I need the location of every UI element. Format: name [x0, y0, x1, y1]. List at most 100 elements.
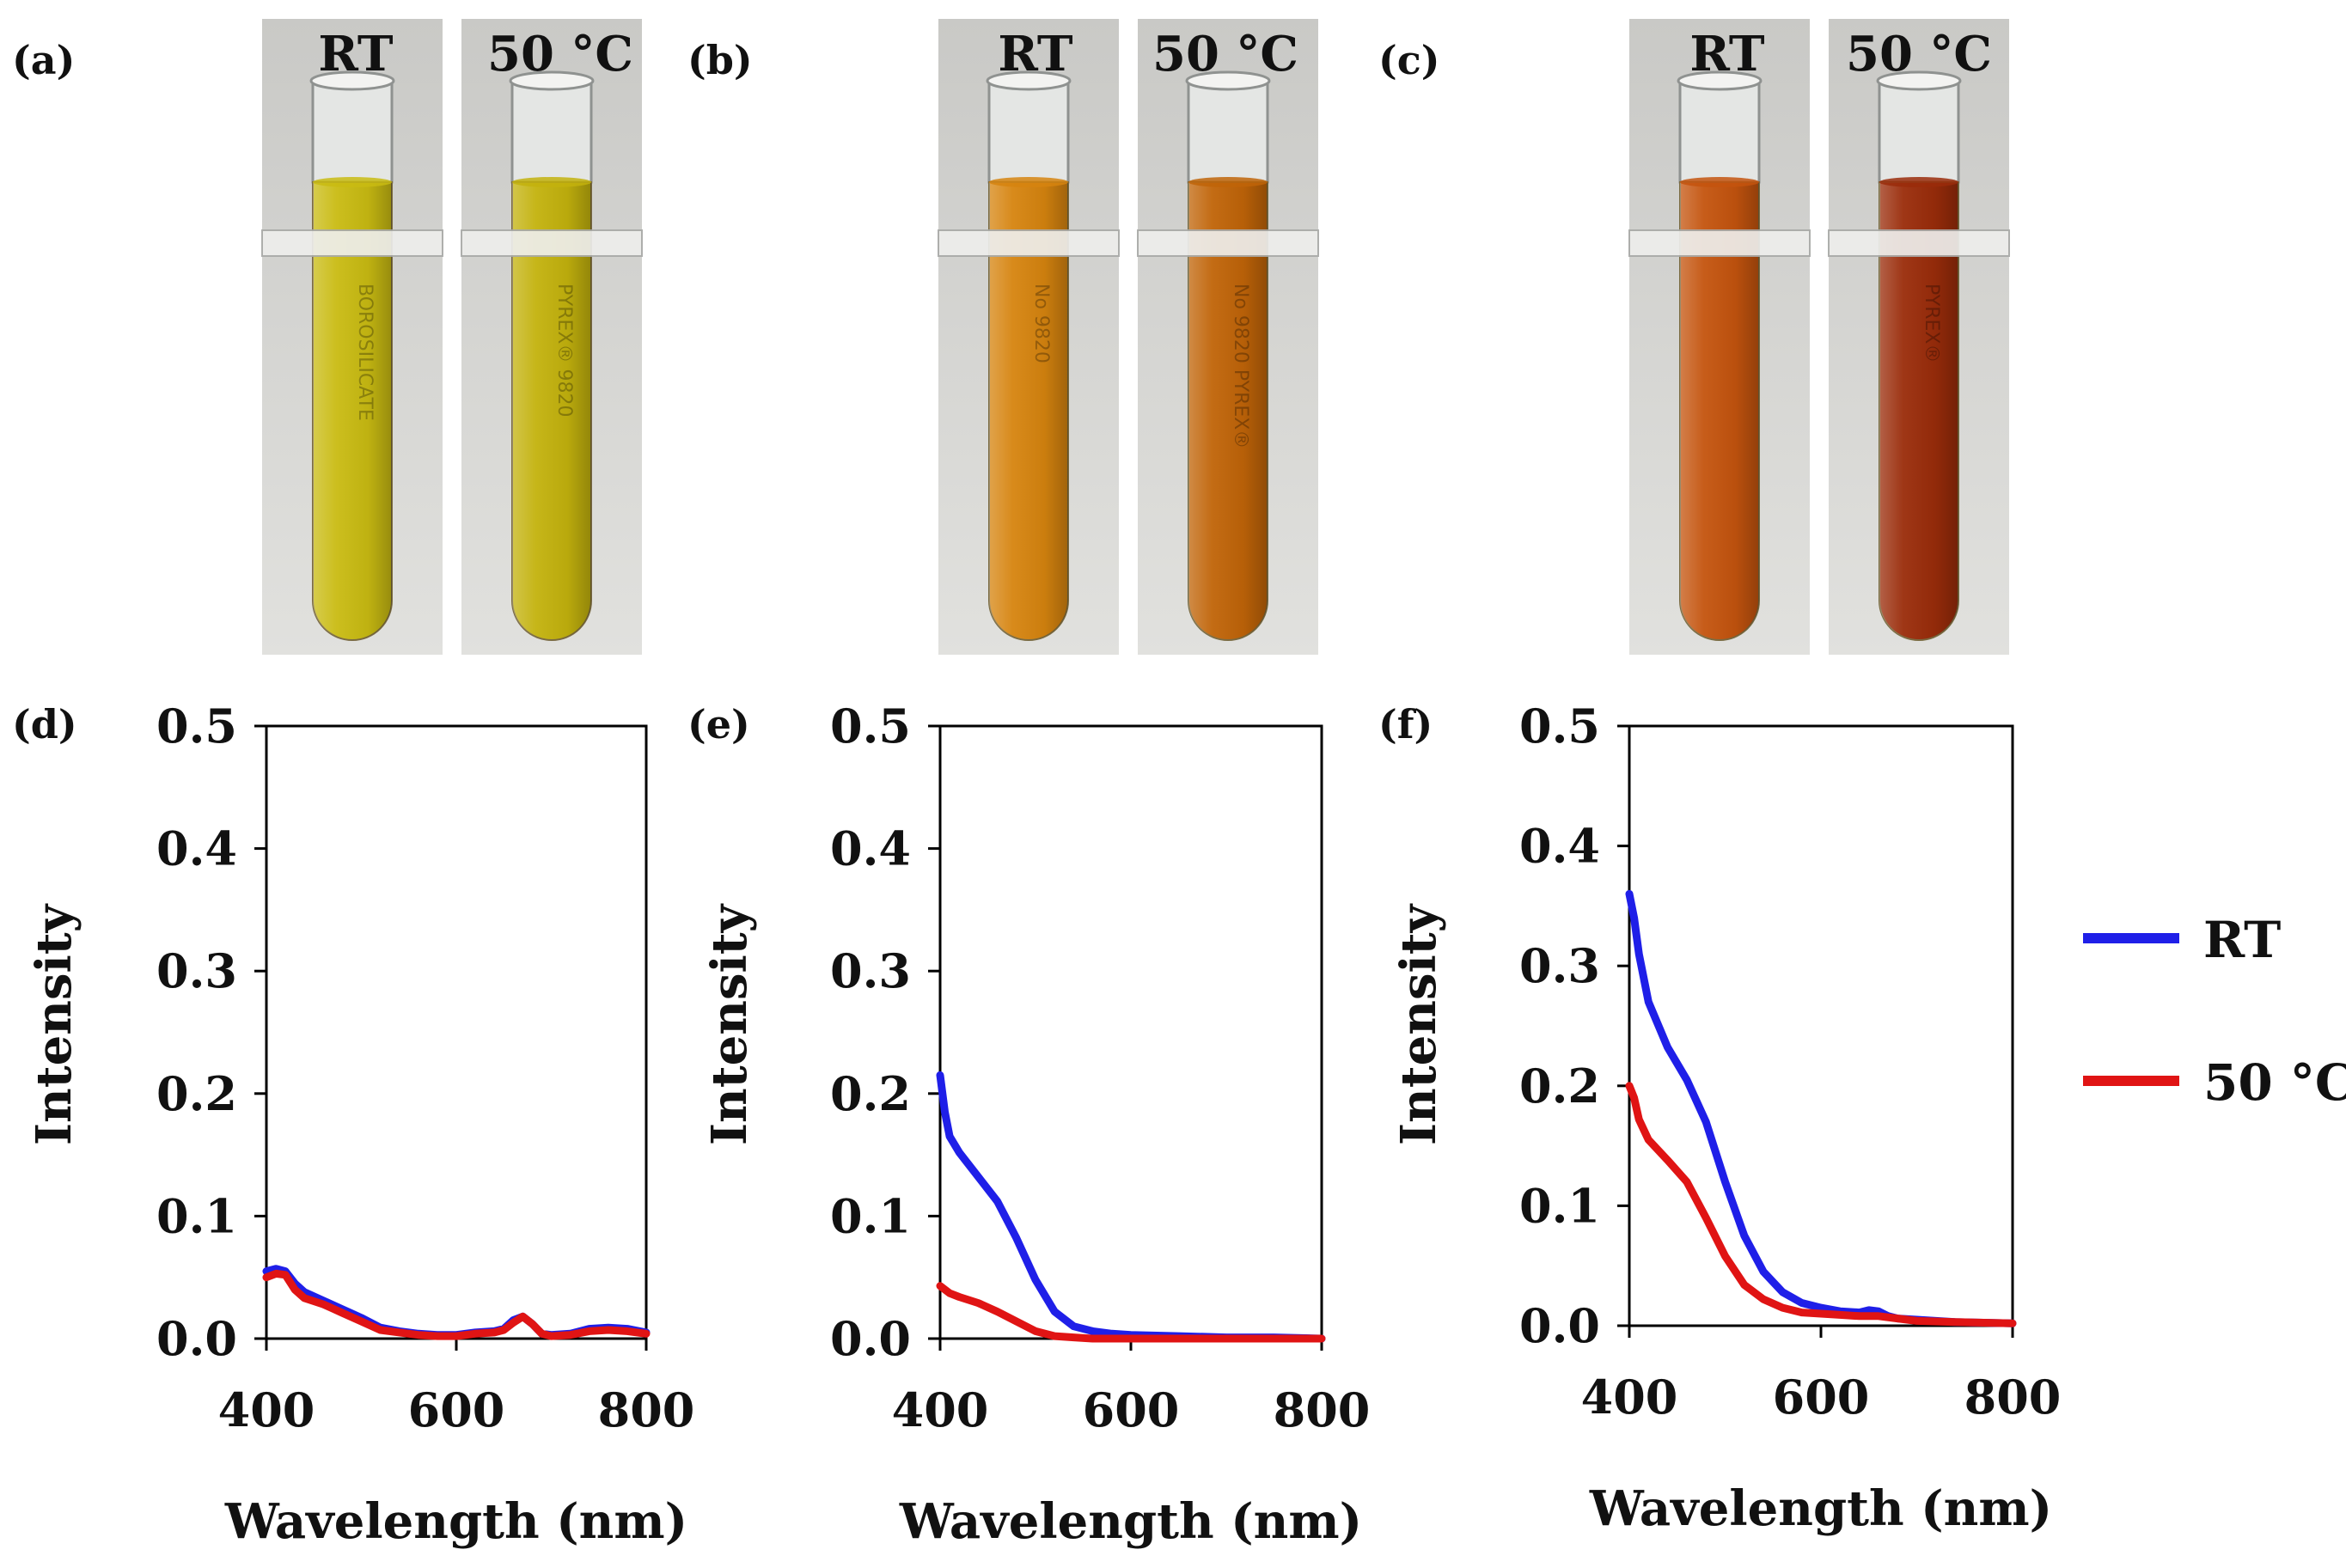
series-line-50c	[262, 1269, 651, 1340]
panel-label-a: (a)	[12, 37, 75, 83]
y-tick-label: 0.4	[1519, 819, 1600, 874]
tube-c-rt-glass-top	[1678, 77, 1761, 184]
tube-b-rt-rim	[986, 70, 1072, 91]
series-line-50c	[1625, 1082, 2017, 1327]
tube-c-50c-rack-bar	[1828, 229, 2010, 257]
plot-frame	[938, 724, 1323, 1340]
tube-c-50c-rim	[1876, 70, 1962, 91]
x-tick-label: 400	[1581, 1370, 1678, 1425]
caption-a-50c: 50 °C	[487, 26, 633, 82]
y-tick-label: 0.5	[830, 699, 911, 753]
tube-c-50c-marking: PYREX®	[1921, 284, 1942, 363]
series-line-rt	[936, 1071, 1326, 1343]
tube-a-rt-meniscus	[313, 177, 392, 187]
tube-a-50c-marking: PYREX® 9820	[553, 284, 575, 417]
panel-label-d: (d)	[12, 701, 77, 747]
y-tick-label: 0.2	[830, 1066, 911, 1121]
plot-frame	[265, 724, 648, 1340]
chart-e: (e) 0.0 0.1 0.2 0.3 0.4 0.5 400 600 800 Wavelength…	[687, 699, 1370, 1550]
tube-b-50c-glass-shading	[1188, 182, 1268, 640]
tube-b-rt-glass-top	[987, 77, 1070, 184]
x-axis-title: Wavelength (nm)	[224, 1493, 687, 1550]
tube-b-50c-marking: No 9820 PYREX®	[1230, 284, 1251, 448]
tube-b-rt-photo: No 9820	[938, 19, 1120, 655]
legend-label-50c: 50 °C	[2203, 1053, 2346, 1112]
tube-b-50c-meniscus	[1188, 177, 1268, 187]
tube-c-50c-glass-top	[1878, 77, 1960, 184]
tube-c-rt-rack-bar	[1628, 229, 1811, 257]
x-axis-title: Wavelength (nm)	[1589, 1480, 2052, 1537]
x-tick-label: 400	[218, 1382, 315, 1437]
x-tick-label: 600	[1773, 1370, 1870, 1425]
y-tick-label: 0.0	[1519, 1298, 1600, 1353]
tube-a-rt-photo: BOROSILICATE	[261, 19, 443, 655]
legend-label-rt: RT	[2203, 911, 2281, 969]
tube-c-50c-glass-shading	[1879, 182, 1958, 640]
tube-a-50c-meniscus	[512, 177, 591, 187]
tube-b-50c-rim	[1185, 70, 1271, 91]
x-axis-title: Wavelength (nm)	[899, 1493, 1362, 1550]
x-tick-label: 800	[1274, 1382, 1371, 1437]
series-line-50c	[936, 1282, 1326, 1343]
y-tick-label: 0.1	[830, 1188, 911, 1243]
y-tick-label: 0.0	[156, 1311, 237, 1366]
y-tick-label: 0.2	[156, 1066, 237, 1121]
tube-c-rt-glass-shading	[1680, 182, 1759, 640]
tube-b-rt-meniscus	[989, 177, 1068, 187]
y-tick-label: 0.4	[156, 821, 237, 876]
tube-a-rt-rim	[309, 70, 395, 91]
tube-b-rt-rack-bar	[938, 229, 1120, 257]
caption-b-rt: RT	[998, 26, 1073, 82]
y-tick-label: 0.1	[1519, 1178, 1600, 1233]
tube-b-50c-photo: No 9820 PYREX®	[1137, 19, 1319, 655]
x-tick-label: 800	[1964, 1370, 2062, 1425]
x-tick-label: 800	[598, 1382, 695, 1437]
caption-c-50c: 50 °C	[1846, 26, 1992, 82]
spectra-row: (d) 0.0 0.1 0.2 0.3 0.4 0.5 400 600 800 Wavelength…	[12, 699, 2061, 1550]
chart-f: (f) 0.0 0.1 0.2 0.3 0.4 0.5 400 600 800 Wavelength…	[1378, 699, 2061, 1537]
caption-b-50c: 50 °C	[1152, 26, 1298, 82]
y-tick-label: 0.3	[1519, 938, 1600, 993]
tube-a-rt-glass-top	[311, 77, 394, 184]
tube-b-50c-rack-bar	[1137, 229, 1319, 257]
chart-d: (d) 0.0 0.1 0.2 0.3 0.4 0.5 400 600 800 Wavelength…	[12, 699, 694, 1550]
y-axis-title: Intensity	[1390, 903, 1447, 1145]
tube-photos: BOROSILICATE PYREX® 9820 No 9820 No 9820 PY…	[261, 19, 2010, 655]
tube-c-rt-rim	[1677, 70, 1763, 91]
tube-c-rt-photo	[1628, 19, 1811, 655]
y-tick-label: 0.2	[1519, 1059, 1600, 1113]
panel-label-f: (f)	[1378, 701, 1433, 747]
tube-b-rt-glass-shading	[989, 182, 1068, 640]
caption-c-rt: RT	[1689, 26, 1765, 82]
y-tick-label: 0.4	[830, 821, 911, 876]
panel-label-e: (e)	[687, 701, 750, 747]
caption-a-rt: RT	[318, 26, 394, 82]
panel-label-c: (c)	[1378, 37, 1440, 83]
y-tick-label: 0.3	[830, 943, 911, 998]
x-tick-label: 400	[892, 1382, 989, 1437]
y-axis-title: Intensity	[26, 903, 82, 1145]
photo-row: (a) (b) (c) BOROSILICATE PYREX® 9820 No 98…	[12, 19, 2010, 655]
series-line-rt	[1625, 889, 2017, 1327]
tube-c-50c-meniscus	[1879, 177, 1958, 187]
x-tick-label: 600	[408, 1382, 505, 1437]
y-axis-title: Intensity	[701, 903, 758, 1145]
tube-a-50c-glass-shading	[512, 182, 591, 640]
legend: RT 50 °C	[2083, 911, 2346, 1112]
y-tick-label: 0.1	[156, 1188, 237, 1243]
y-tick-label: 0.0	[830, 1311, 911, 1366]
y-tick-label: 0.5	[156, 699, 237, 753]
tube-a-50c-glass-top	[510, 77, 593, 184]
panel-label-b: (b)	[687, 37, 753, 83]
tube-a-50c-rim	[509, 70, 595, 91]
plot-frame	[1628, 724, 2014, 1327]
y-tick-label: 0.5	[1519, 699, 1600, 753]
tube-b-50c-glass-top	[1187, 77, 1269, 184]
tube-a-rt-glass-shading	[313, 182, 392, 640]
tube-c-50c-photo: PYREX®	[1828, 19, 2010, 655]
y-tick-label: 0.3	[156, 943, 237, 998]
tube-a-rt-rack-bar	[261, 229, 443, 257]
tube-a-rt-marking: BOROSILICATE	[354, 284, 376, 421]
tube-b-rt-marking: No 9820	[1030, 284, 1052, 363]
